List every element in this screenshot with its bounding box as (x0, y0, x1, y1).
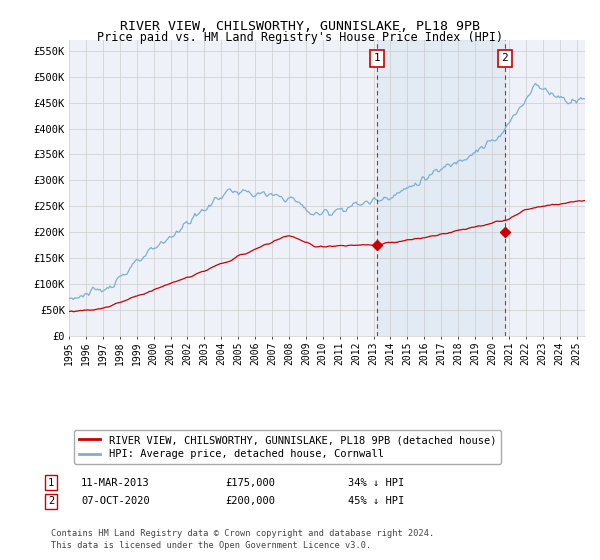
Text: 45% ↓ HPI: 45% ↓ HPI (348, 496, 404, 506)
Legend: RIVER VIEW, CHILSWORTHY, GUNNISLAKE, PL18 9PB (detached house), HPI: Average pri: RIVER VIEW, CHILSWORTHY, GUNNISLAKE, PL1… (74, 430, 501, 464)
Text: RIVER VIEW, CHILSWORTHY, GUNNISLAKE, PL18 9PB: RIVER VIEW, CHILSWORTHY, GUNNISLAKE, PL1… (120, 20, 480, 32)
Text: 1: 1 (374, 53, 380, 63)
Text: 2: 2 (48, 496, 54, 506)
Text: £200,000: £200,000 (225, 496, 275, 506)
Text: £175,000: £175,000 (225, 478, 275, 488)
Text: 07-OCT-2020: 07-OCT-2020 (81, 496, 150, 506)
Text: 34% ↓ HPI: 34% ↓ HPI (348, 478, 404, 488)
Text: 2: 2 (502, 53, 508, 63)
Text: Price paid vs. HM Land Registry's House Price Index (HPI): Price paid vs. HM Land Registry's House … (97, 31, 503, 44)
Bar (377, 40, 505, 336)
Text: 11-MAR-2013: 11-MAR-2013 (81, 478, 150, 488)
Text: Contains HM Land Registry data © Crown copyright and database right 2024.
This d: Contains HM Land Registry data © Crown c… (51, 529, 434, 550)
Text: 1: 1 (48, 478, 54, 488)
